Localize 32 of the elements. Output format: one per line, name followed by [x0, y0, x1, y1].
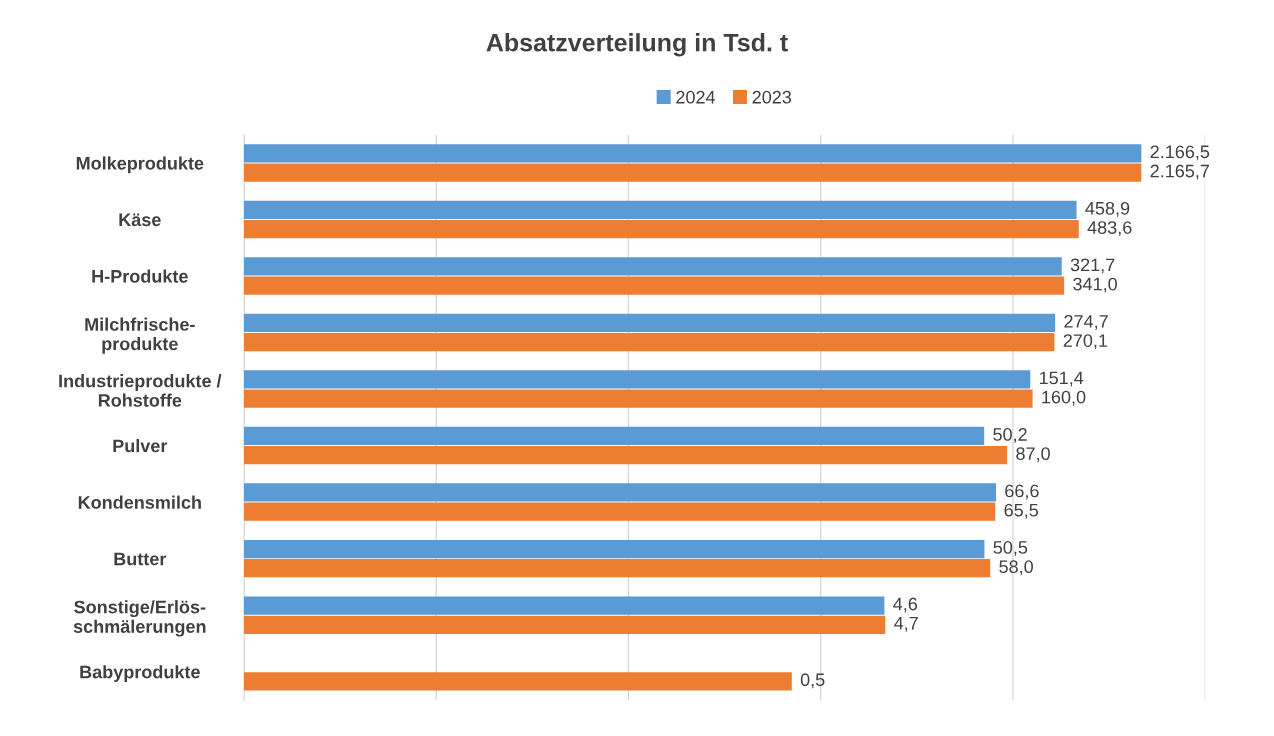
legend-label: 2023	[752, 90, 792, 104]
data-label: 321,7	[1070, 258, 1115, 274]
data-label: 4,7	[894, 617, 918, 632]
data-label: 2.165,7	[1150, 164, 1210, 180]
y-tick-label: Pulver	[113, 439, 168, 453]
y-tick-label: Babyprodukte	[80, 665, 200, 682]
data-label: 458,9	[1085, 201, 1130, 217]
y-tick-label: Sonstige/Erlös- schmälerungen	[73, 600, 206, 637]
data-label: 58,0	[999, 560, 1033, 576]
data-label: 341,0	[1073, 277, 1117, 293]
data-label: 50,2	[993, 428, 1027, 443]
data-label: 4,6	[893, 597, 918, 613]
data-label: 0,5	[800, 673, 825, 689]
y-tick-label: Molkeprodukte	[76, 156, 204, 174]
y-tick-label: Industrieprodukte / Rohstoffe	[59, 374, 222, 407]
y-tick-label: Butter	[114, 552, 167, 566]
y-tick-label: Milchfrische- produkte	[85, 317, 195, 354]
data-label: 160,0	[1042, 390, 1086, 406]
legend-label: 2024	[676, 90, 716, 104]
data-label: 483,6	[1087, 221, 1132, 237]
data-label: 2.166,5	[1150, 145, 1210, 161]
y-tick-label: Kondensmilch	[78, 495, 201, 509]
y-tick-label: H-Produkte	[92, 269, 188, 283]
data-label: 50,5	[993, 541, 1028, 556]
data-label: 274,7	[1064, 314, 1108, 330]
data-label: 151,4	[1039, 371, 1084, 387]
chart-title: Absatzverteilung in Tsd. t	[486, 33, 788, 57]
data-label: 66,6	[1005, 484, 1039, 500]
y-tick-label: Käse	[119, 213, 161, 227]
data-label: 270,1	[1063, 334, 1108, 350]
data-label: 65,5	[1004, 503, 1039, 519]
data-label: 87,0	[1016, 447, 1050, 463]
